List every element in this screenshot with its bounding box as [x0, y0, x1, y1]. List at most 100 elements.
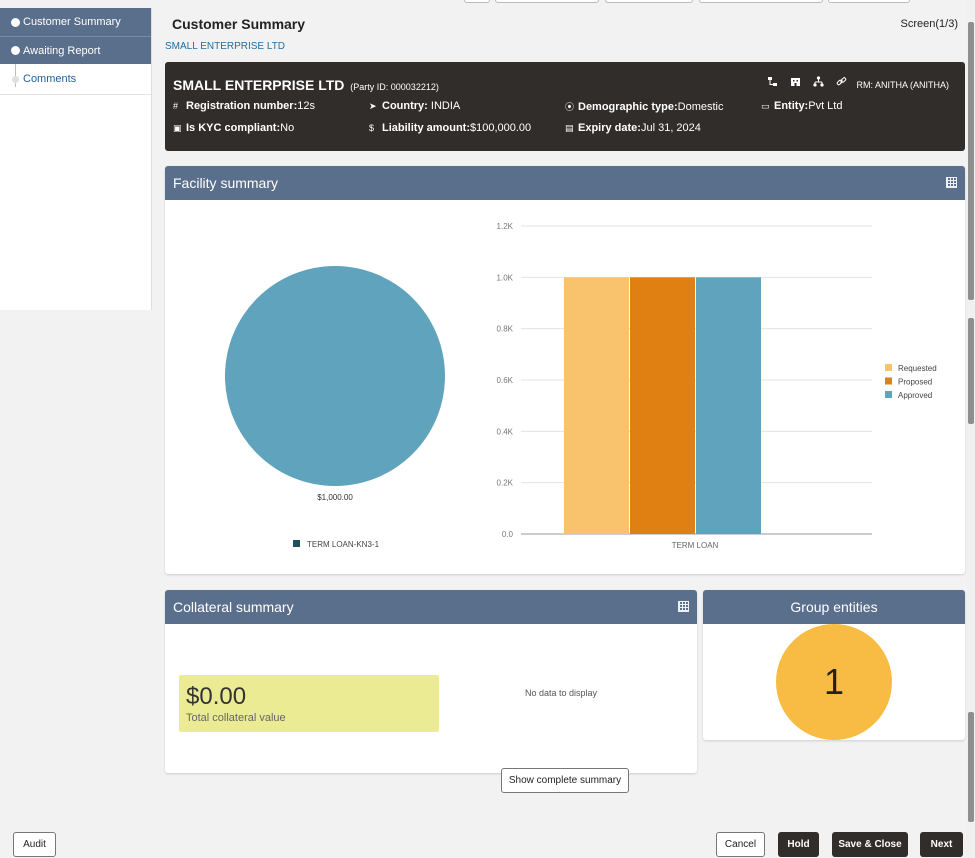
step-dot-icon: [12, 75, 19, 83]
party-name: SMALL ENTERPRISE LTD (Party ID: 00003221…: [173, 77, 439, 93]
cancel-button[interactable]: Cancel: [716, 832, 765, 857]
kyc-compliant: ▣ Is KYC compliant:No: [173, 122, 294, 134]
facility-summary-header: Facility summary: [165, 166, 965, 200]
sidebar-item-label: Comments: [23, 73, 77, 85]
tab-stub[interactable]: [605, 0, 693, 3]
scrollbar-thumb[interactable]: [968, 22, 974, 300]
org-chart-icon[interactable]: [813, 76, 824, 87]
field-label: Is KYC compliant:: [186, 122, 281, 134]
field-label: Expiry date:: [578, 122, 641, 134]
y-tick-label: 1.0K: [497, 273, 514, 282]
step-dot-icon: [11, 46, 20, 55]
sidebar-item-awaiting-report[interactable]: Awaiting Report: [0, 36, 151, 64]
next-button[interactable]: Next: [920, 832, 963, 857]
building-icon[interactable]: [790, 76, 801, 87]
field-label: Country:: [382, 100, 428, 112]
legend-label: Requested: [898, 364, 937, 373]
pie-legend-label: TERM LOAN-KN3-1: [307, 540, 380, 549]
field-value: Jul 31, 2024: [640, 122, 701, 134]
panel-title: Group entities: [790, 599, 878, 615]
money-hand-icon: $: [369, 123, 375, 133]
collateral-summary-panel: Collateral summary $0.00 Total collatera…: [165, 590, 697, 773]
pie-slice-label: $1,000.00: [317, 493, 353, 502]
country: ➤ Country: INDIA: [369, 100, 460, 112]
expiry-date: ▤ Expiry date:Jul 31, 2024: [565, 122, 701, 134]
link-icon[interactable]: [836, 76, 847, 87]
legend-swatch: [885, 391, 892, 398]
field-value: No: [280, 122, 295, 134]
pie-legend-swatch: [293, 540, 300, 547]
screen-indicator: Screen(1/3): [900, 18, 958, 30]
table-view-icon[interactable]: [678, 601, 689, 612]
legend-label: Approved: [898, 391, 932, 400]
sidebar-item-comments[interactable]: Comments: [0, 64, 151, 95]
field-value: 12s: [297, 100, 315, 112]
panel-title: Collateral summary: [173, 599, 294, 615]
field-value: Domestic: [677, 101, 724, 113]
location-pin-icon: ⦿: [565, 102, 575, 112]
party-id: (Party ID: 000032212): [350, 82, 439, 92]
y-tick-label: 1.2K: [497, 222, 514, 231]
bar-approved: [696, 277, 761, 534]
y-tick-label: 0.6K: [497, 376, 514, 385]
scrollbar-thumb[interactable]: [968, 318, 974, 424]
table-view-icon[interactable]: [946, 177, 957, 188]
tab-stub[interactable]: [495, 0, 599, 3]
total-collateral-label: Total collateral value: [186, 712, 286, 724]
entity-card-icon: ▭: [761, 101, 770, 111]
field-label: Entity:: [774, 100, 809, 112]
field-value: Pvt Ltd: [808, 100, 843, 112]
group-entities-count[interactable]: 1: [776, 624, 892, 740]
tab-stub[interactable]: [828, 0, 910, 3]
demographic-type: ⦿ Demographic type:Domestic: [565, 100, 723, 113]
collateral-summary-header: Collateral summary: [165, 590, 697, 624]
sidebar: Customer Summary Awaiting Report Comment…: [0, 8, 152, 310]
relationship-manager: RM: ANITHA (ANITHA): [856, 80, 949, 90]
legend-label: Proposed: [898, 378, 932, 387]
field-value: INDIA: [427, 100, 461, 112]
facility-summary-panel: Facility summary $1,000.00 TERM LOAN-KN3-…: [165, 166, 965, 574]
field-label: Demographic type:: [578, 101, 678, 113]
y-tick-label: 0.0: [502, 530, 514, 539]
facility-charts: $1,000.00 TERM LOAN-KN3-1 0.0 0.2K 0.4K 0.6K 0…: [225, 222, 937, 550]
sidebar-item-label: Awaiting Report: [23, 44, 101, 57]
y-tick-label: 0.8K: [497, 325, 514, 334]
registration-number: # Registration number:12s: [173, 100, 315, 112]
legend-swatch: [885, 364, 892, 371]
liability-amount: $ Liability amount:$100,000.00: [369, 122, 531, 134]
bar-proposed: [630, 277, 695, 534]
customer-link[interactable]: SMALL ENTERPRISE LTD: [165, 41, 286, 52]
party-name-text: SMALL ENTERPRISE LTD: [173, 77, 345, 93]
group-entities-panel: Group entities 1: [703, 590, 965, 740]
sidebar-item-label: Customer Summary: [23, 16, 121, 28]
page-title: Customer Summary: [172, 16, 306, 32]
audit-button[interactable]: Audit: [13, 832, 56, 857]
hierarchy-icon[interactable]: [767, 76, 778, 87]
field-value: $100,000.00: [470, 122, 532, 134]
total-collateral-card: $0.00 Total collateral value: [179, 675, 439, 732]
pie-slice: [225, 266, 445, 486]
panel-title: Facility summary: [173, 175, 279, 191]
page-scrollbar[interactable]: [967, 0, 975, 858]
navigation-arrow-icon: ➤: [369, 101, 377, 111]
tab-stub[interactable]: [464, 0, 490, 3]
y-tick-label: 0.2K: [497, 479, 514, 488]
calendar-icon: ▤: [565, 123, 574, 133]
x-category-label: TERM LOAN: [672, 541, 719, 550]
bar-requested: [564, 277, 629, 534]
group-entities-header: Group entities: [703, 590, 965, 624]
id-card-icon: ▣: [173, 123, 182, 133]
step-dot-icon: [11, 17, 20, 27]
entity: ▭ Entity:Pvt Ltd: [761, 100, 842, 112]
save-close-button[interactable]: Save & Close: [832, 832, 908, 857]
hold-button[interactable]: Hold: [778, 832, 819, 857]
no-data-message: No data to display: [525, 688, 598, 698]
total-collateral-value: $0.00: [186, 683, 247, 710]
party-card: SMALL ENTERPRISE LTD (Party ID: 00003221…: [165, 62, 965, 151]
scrollbar-thumb[interactable]: [968, 712, 974, 822]
sidebar-item-customer-summary[interactable]: Customer Summary: [0, 8, 151, 36]
show-complete-summary-button[interactable]: Show complete summary: [501, 768, 629, 793]
field-label: Liability amount:: [382, 122, 470, 134]
tab-stub[interactable]: [699, 0, 823, 3]
legend-swatch: [885, 377, 892, 385]
